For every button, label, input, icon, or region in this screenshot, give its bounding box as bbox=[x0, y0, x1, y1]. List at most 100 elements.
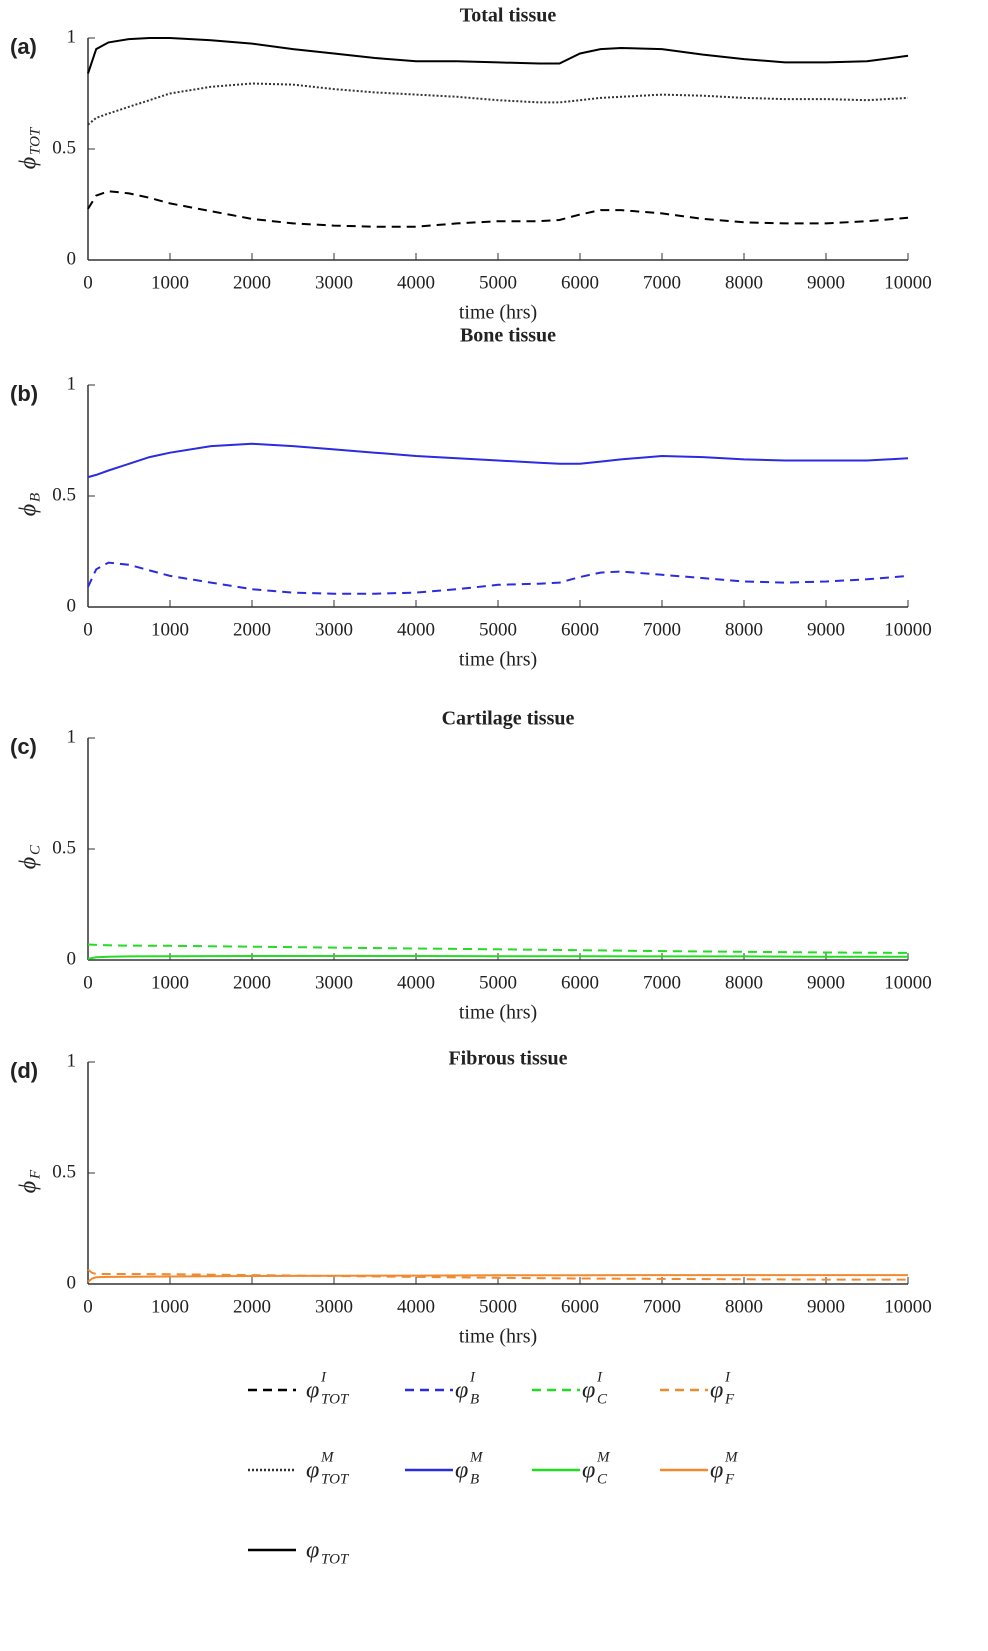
legend-sub: TOT bbox=[321, 1551, 350, 1567]
x-tick-label: 10000 bbox=[884, 272, 932, 293]
x-tick-label: 1000 bbox=[151, 272, 189, 293]
x-tick-label: 9000 bbox=[807, 972, 845, 993]
y-axis-label: ϕC bbox=[16, 844, 44, 869]
data-line bbox=[87, 561, 909, 595]
x-tick-label: 2000 bbox=[233, 272, 271, 293]
y-tick-label: 0 bbox=[67, 1272, 77, 1293]
y-axis-label: ϕ TOT bbox=[16, 126, 44, 169]
x-tick-label: 2000 bbox=[233, 972, 271, 993]
legend-symbol: φ bbox=[710, 1458, 723, 1484]
x-tick-label: 3000 bbox=[315, 619, 353, 640]
legend-sup: M bbox=[724, 1449, 739, 1465]
legend-sup: M bbox=[596, 1449, 611, 1465]
y-label-sub: C bbox=[27, 844, 43, 855]
x-tick-label: 2000 bbox=[233, 1296, 271, 1317]
chart-title: Fibrous tissue bbox=[448, 1048, 567, 1070]
legend-sub: F bbox=[724, 1471, 735, 1487]
legend-sup: I bbox=[596, 1369, 603, 1385]
x-tick-label: 8000 bbox=[725, 272, 763, 293]
legend-symbol: φ bbox=[306, 1538, 319, 1564]
x-tick-label: 7000 bbox=[643, 272, 681, 293]
legend-sup: I bbox=[469, 1369, 476, 1385]
data-line bbox=[87, 82, 909, 126]
x-tick-label: 9000 bbox=[807, 272, 845, 293]
legend-sub: C bbox=[597, 1391, 608, 1407]
y-label-symbol: ϕ bbox=[16, 504, 42, 516]
chart-title: Bone tissue bbox=[460, 325, 556, 347]
x-tick-label: 5000 bbox=[479, 619, 517, 640]
y-label-symbol: ϕ bbox=[16, 857, 42, 869]
x-axis-label: time (hrs) bbox=[459, 1002, 537, 1024]
y-axis-label: ϕB bbox=[16, 493, 44, 516]
x-tick-label: 1000 bbox=[151, 619, 189, 640]
x-tick-label: 4000 bbox=[397, 1296, 435, 1317]
y-tick-label: 0.5 bbox=[52, 837, 76, 858]
y-label-sub: B bbox=[27, 493, 43, 502]
x-tick-label: 2000 bbox=[233, 619, 271, 640]
legend-sub: B bbox=[470, 1391, 479, 1407]
legend-symbol: φ bbox=[455, 1458, 468, 1484]
x-tick-label: 4000 bbox=[397, 972, 435, 993]
x-tick-label: 4000 bbox=[397, 272, 435, 293]
x-tick-label: 7000 bbox=[643, 619, 681, 640]
data-line bbox=[87, 1274, 908, 1283]
x-tick-label: 3000 bbox=[315, 1296, 353, 1317]
x-tick-label: 8000 bbox=[725, 619, 763, 640]
x-tick-label: 5000 bbox=[479, 272, 517, 293]
legend-sup: I bbox=[724, 1369, 731, 1385]
x-tick-label: 9000 bbox=[807, 619, 845, 640]
y-tick-label: 0.5 bbox=[52, 137, 76, 158]
y-tick-label: 0 bbox=[67, 248, 77, 269]
y-tick-label: 1 bbox=[67, 26, 77, 47]
data-line bbox=[87, 955, 908, 960]
y-tick-label: 1 bbox=[67, 1050, 77, 1071]
legend-sup: I bbox=[320, 1369, 327, 1385]
legend-symbol: φ bbox=[582, 1378, 595, 1404]
legend-sub: F bbox=[724, 1391, 735, 1407]
legend-symbol: φ bbox=[306, 1378, 319, 1404]
x-tick-label: 6000 bbox=[561, 272, 599, 293]
data-line bbox=[87, 190, 909, 228]
x-tick-label: 8000 bbox=[725, 972, 763, 993]
x-tick-label: 6000 bbox=[561, 972, 599, 993]
legend-symbol: φ bbox=[710, 1378, 723, 1404]
chart-title: Cartilage tissue bbox=[442, 708, 575, 730]
x-tick-label: 3000 bbox=[315, 972, 353, 993]
x-tick-label: 8000 bbox=[725, 1296, 763, 1317]
panel-label: (a) bbox=[10, 34, 37, 59]
x-tick-label: 0 bbox=[83, 619, 93, 640]
data-line bbox=[87, 37, 909, 74]
x-tick-label: 7000 bbox=[643, 972, 681, 993]
legend-sub: C bbox=[597, 1471, 608, 1487]
y-tick-label: 0.5 bbox=[52, 1161, 76, 1182]
y-label-symbol: ϕ bbox=[16, 157, 42, 169]
x-tick-label: 3000 bbox=[315, 272, 353, 293]
y-label-sub: F bbox=[27, 1169, 43, 1180]
y-label-symbol: ϕ bbox=[16, 1181, 42, 1193]
x-axis-label: time (hrs) bbox=[459, 302, 537, 324]
legend-sub: TOT bbox=[321, 1391, 350, 1407]
x-tick-label: 0 bbox=[83, 1296, 93, 1317]
data-line bbox=[87, 442, 909, 479]
x-tick-label: 0 bbox=[83, 972, 93, 993]
x-tick-label: 6000 bbox=[561, 619, 599, 640]
x-tick-label: 10000 bbox=[884, 619, 932, 640]
x-axis-label: time (hrs) bbox=[459, 649, 537, 671]
y-tick-label: 1 bbox=[67, 726, 77, 747]
x-tick-label: 5000 bbox=[479, 972, 517, 993]
y-tick-label: 0 bbox=[67, 948, 77, 969]
y-tick-label: 1 bbox=[67, 373, 77, 394]
y-label-sub: TOT bbox=[27, 126, 43, 155]
legend-symbol: φ bbox=[306, 1458, 319, 1484]
x-tick-label: 9000 bbox=[807, 1296, 845, 1317]
legend-sup: M bbox=[320, 1449, 335, 1465]
data-line bbox=[87, 943, 909, 954]
panel-label: (b) bbox=[10, 381, 38, 406]
legend-sub: TOT bbox=[321, 1471, 350, 1487]
chart-title: Total tissue bbox=[460, 5, 557, 27]
x-axis-label: time (hrs) bbox=[459, 1326, 537, 1348]
x-tick-label: 10000 bbox=[884, 972, 932, 993]
panel-label: (c) bbox=[10, 734, 37, 759]
x-tick-label: 0 bbox=[83, 272, 93, 293]
